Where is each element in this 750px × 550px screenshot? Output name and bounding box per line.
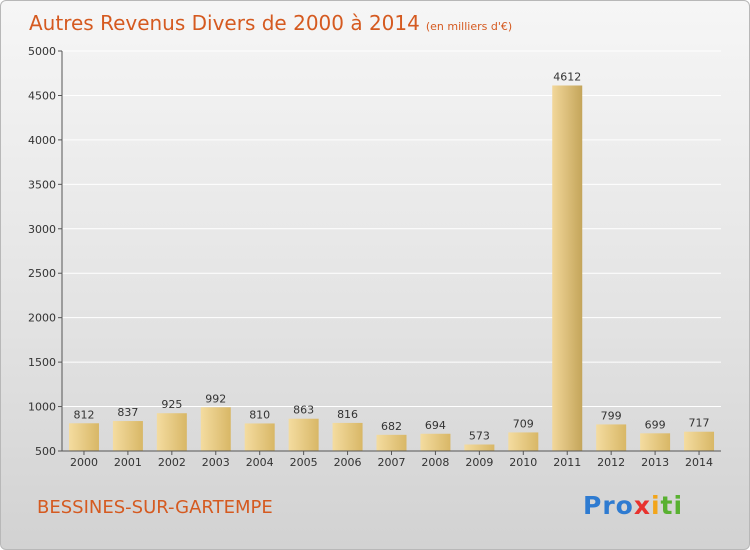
y-tick-label-2500: 2500 bbox=[28, 267, 56, 280]
bar-2014 bbox=[684, 431, 715, 451]
x-tick-label-2014: 2014 bbox=[685, 456, 713, 469]
bar-2007 bbox=[376, 434, 407, 451]
location-name: BESSINES-SUR-GARTEMPE bbox=[37, 497, 273, 518]
bar-2013 bbox=[640, 433, 671, 451]
data-label-2011: 4612 bbox=[553, 70, 581, 83]
x-tick-label-2000: 2000 bbox=[70, 456, 98, 469]
bar-2009 bbox=[464, 444, 495, 451]
logo-part-1: Pro bbox=[583, 491, 634, 520]
bar-2004 bbox=[244, 423, 275, 451]
x-tick-label-2008: 2008 bbox=[421, 456, 449, 469]
x-tick-label-2002: 2002 bbox=[158, 456, 186, 469]
bar-2002 bbox=[156, 413, 187, 451]
chart-title-text: Autres Revenus Divers de 2000 à 2014 bbox=[29, 11, 420, 35]
bar-2000 bbox=[68, 423, 99, 451]
data-label-2014: 717 bbox=[689, 417, 710, 430]
y-tick-label-1000: 1000 bbox=[28, 401, 56, 414]
bar-2006 bbox=[332, 422, 363, 451]
y-tick-label-2000: 2000 bbox=[28, 312, 56, 325]
bar-2012 bbox=[596, 424, 627, 451]
data-label-2005: 863 bbox=[293, 404, 314, 417]
x-tick-label-2007: 2007 bbox=[378, 456, 406, 469]
data-label-2002: 925 bbox=[161, 398, 182, 411]
x-tick-label-2004: 2004 bbox=[246, 456, 274, 469]
logo-part-4: ti bbox=[660, 491, 684, 520]
logo-part-3: i bbox=[650, 491, 661, 520]
data-label-2009: 573 bbox=[469, 430, 490, 443]
y-tick-label-500: 500 bbox=[35, 445, 56, 458]
x-tick-label-2005: 2005 bbox=[290, 456, 318, 469]
x-tick-label-2001: 2001 bbox=[114, 456, 142, 469]
bar-2010 bbox=[508, 432, 539, 451]
y-tick-label-4500: 4500 bbox=[28, 89, 56, 102]
bar-2008 bbox=[420, 433, 451, 451]
data-label-2007: 682 bbox=[381, 420, 402, 433]
data-label-2004: 810 bbox=[249, 408, 270, 421]
bar-2003 bbox=[200, 407, 231, 451]
data-label-2012: 799 bbox=[601, 409, 622, 422]
y-tick-label-4000: 4000 bbox=[28, 134, 56, 147]
x-tick-label-2006: 2006 bbox=[334, 456, 362, 469]
proxiti-logo: Proxiti bbox=[583, 491, 683, 520]
chart-subtitle: (en milliers d'€) bbox=[425, 20, 513, 33]
bar-2011 bbox=[552, 85, 583, 451]
x-tick-label-2011: 2011 bbox=[553, 456, 581, 469]
data-label-2006: 816 bbox=[337, 408, 358, 421]
x-tick-label-2010: 2010 bbox=[509, 456, 537, 469]
x-tick-label-2013: 2013 bbox=[641, 456, 669, 469]
data-label-2008: 694 bbox=[425, 419, 446, 432]
data-label-2000: 812 bbox=[73, 408, 94, 421]
data-label-2003: 992 bbox=[205, 392, 226, 405]
x-tick-label-2012: 2012 bbox=[597, 456, 625, 469]
x-tick-label-2009: 2009 bbox=[465, 456, 493, 469]
x-tick-label-2003: 2003 bbox=[202, 456, 230, 469]
logo-part-2: x bbox=[633, 491, 651, 520]
bar-2001 bbox=[112, 421, 143, 451]
y-tick-label-3000: 3000 bbox=[28, 223, 56, 236]
data-label-2001: 837 bbox=[117, 406, 138, 419]
data-label-2013: 699 bbox=[645, 418, 666, 431]
bar-2005 bbox=[288, 418, 319, 451]
chart-title: Autres Revenus Divers de 2000 à 2014 (en … bbox=[29, 11, 512, 35]
y-tick-label-1500: 1500 bbox=[28, 356, 56, 369]
y-tick-label-3500: 3500 bbox=[28, 178, 56, 191]
y-tick-label-5000: 5000 bbox=[28, 45, 56, 58]
data-label-2010: 709 bbox=[513, 417, 534, 430]
